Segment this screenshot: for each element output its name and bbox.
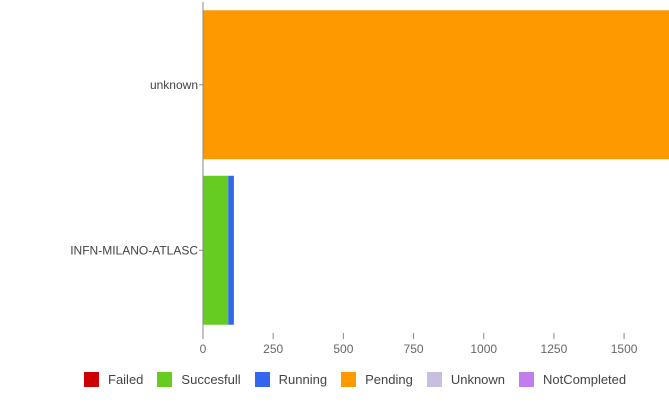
legend-item-succesfull[interactable]: Succesfull [157,370,241,388]
legend-swatch [426,371,442,387]
legend-swatch [341,371,357,387]
x-tick-label: 250 [263,342,283,356]
legend-label: NotCompleted [543,371,627,387]
x-tick-label: 1250 [541,342,568,356]
x-tick-label: 750 [404,342,424,356]
legend-item-pending[interactable]: Pending [341,370,413,388]
legend-swatch [254,371,270,387]
legend-swatch [157,371,173,387]
x-tick-label: 500 [333,342,353,356]
legend-swatch [519,371,535,387]
x-tick-label: 1500 [611,342,638,356]
legend-label: Pending [365,371,413,387]
x-tick-label: 1000 [470,342,497,356]
legend-item-notcompleted[interactable]: NotCompleted [519,370,626,388]
category-label: INFN-MILANO-ATLASC [70,243,198,257]
legend-item-unknown[interactable]: Unknown [426,370,506,388]
bar-succesfull-infn-milano-atlasc[interactable] [203,175,229,325]
category-label: unknown [150,78,198,92]
chart-legend: Failed Succesfull Running Pending Unknown Not… [84,370,644,392]
axis-layer: unknown INFN-MILANO-ATLASC 0 250 500 750 1000 1… [70,2,638,356]
legend-label: Running [278,371,328,387]
x-tick-label: 0 [200,342,207,356]
legend-item-running[interactable]: Running [254,370,328,388]
bar-pending-unknown[interactable] [203,10,669,160]
legend-label: Unknown [450,371,506,387]
legend-label: Succesfull [181,371,241,387]
bar-running-infn-milano-atlasc[interactable] [228,175,234,325]
legend-item-failed[interactable]: Failed [84,370,143,388]
legend-swatch [84,371,99,387]
legend-label: Failed [108,371,144,387]
bars-layer [203,10,669,325]
